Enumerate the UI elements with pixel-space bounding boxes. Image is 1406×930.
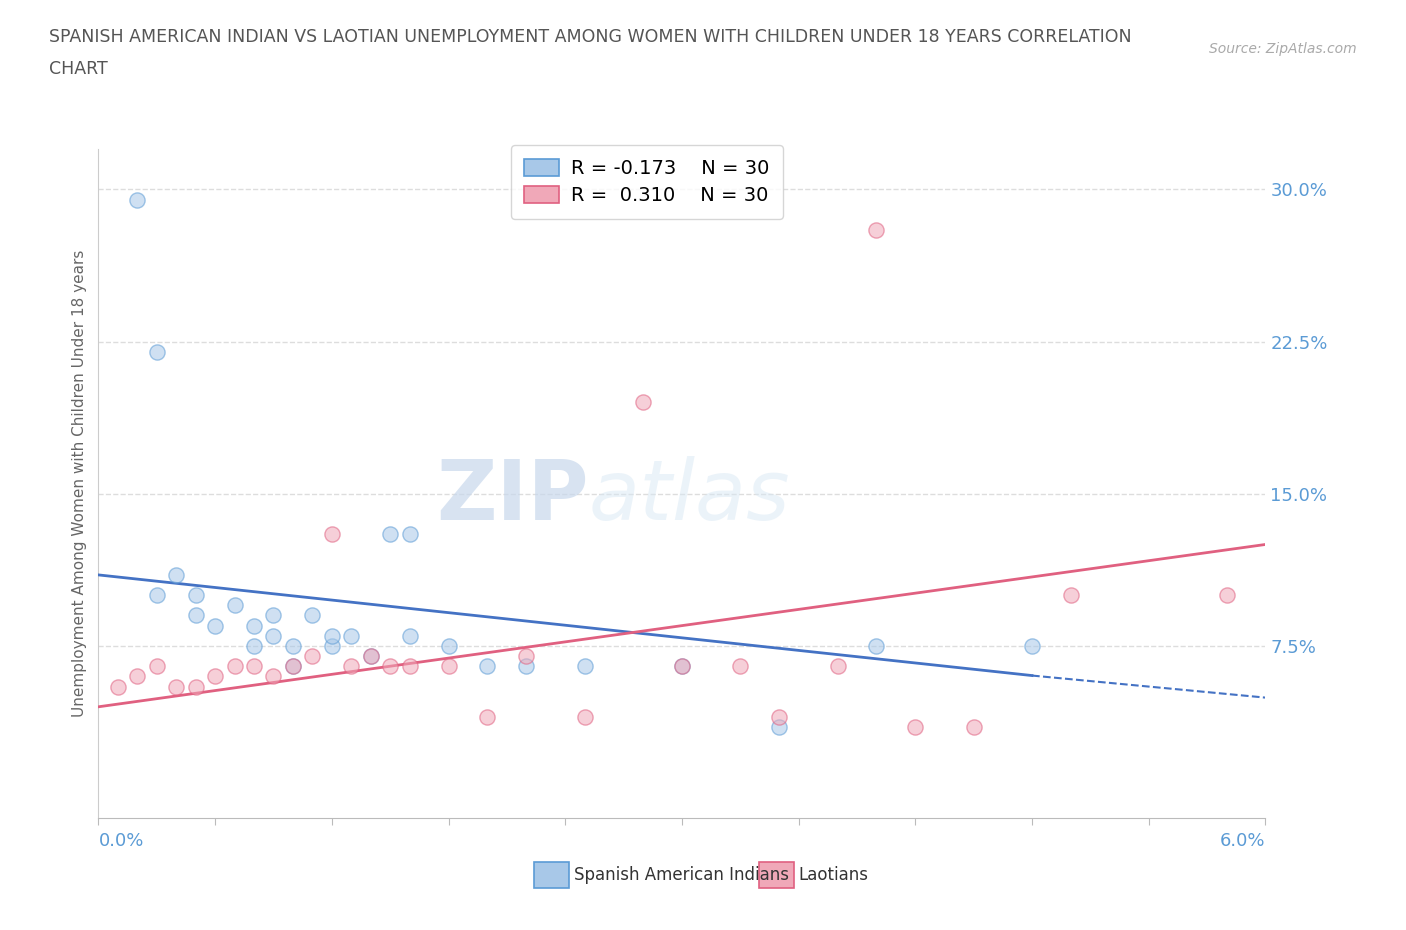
Point [281, 658, 304, 673]
Text: 0.0%: 0.0% [98, 832, 143, 850]
Point [184, 608, 207, 623]
Point [321, 629, 343, 644]
Point [243, 639, 266, 654]
Point [574, 710, 596, 724]
Point [107, 679, 129, 694]
Point [398, 527, 420, 542]
Point [437, 658, 460, 673]
Point [281, 658, 304, 673]
Text: CHART: CHART [49, 60, 108, 78]
Point [515, 648, 537, 663]
Point [574, 658, 596, 673]
Point [398, 658, 420, 673]
Point [827, 658, 849, 673]
Point [165, 679, 187, 694]
Point [477, 658, 499, 673]
Point [262, 608, 284, 623]
Point [340, 629, 363, 644]
Point [437, 639, 460, 654]
Point [398, 629, 420, 644]
Point [515, 658, 537, 673]
Point [378, 527, 402, 542]
Text: SPANISH AMERICAN INDIAN VS LAOTIAN UNEMPLOYMENT AMONG WOMEN WITH CHILDREN UNDER : SPANISH AMERICAN INDIAN VS LAOTIAN UNEMP… [49, 28, 1132, 46]
Point [671, 658, 693, 673]
Point [262, 629, 284, 644]
Point [127, 193, 149, 207]
Text: Spanish American Indians: Spanish American Indians [574, 866, 789, 884]
Point [224, 658, 246, 673]
Point [281, 639, 304, 654]
Point [301, 608, 323, 623]
Point [146, 588, 169, 603]
Text: 6.0%: 6.0% [1220, 832, 1265, 850]
Text: Source: ZipAtlas.com: Source: ZipAtlas.com [1209, 42, 1357, 56]
Point [204, 669, 226, 684]
Point [146, 344, 169, 359]
Point [301, 648, 323, 663]
Point [865, 222, 887, 237]
Point [243, 618, 266, 633]
Point [768, 710, 790, 724]
Point [321, 639, 343, 654]
Y-axis label: Unemployment Among Women with Children Under 18 years: Unemployment Among Women with Children U… [72, 250, 87, 717]
Point [477, 710, 499, 724]
Point [243, 658, 266, 673]
Point [184, 679, 207, 694]
Point [360, 648, 382, 663]
Point [1021, 639, 1043, 654]
Point [631, 395, 654, 410]
Legend: R = -0.173    N = 30, R =  0.310    N = 30: R = -0.173 N = 30, R = 0.310 N = 30 [510, 145, 783, 219]
Point [127, 669, 149, 684]
Point [865, 639, 887, 654]
Point [321, 527, 343, 542]
Point [962, 720, 984, 735]
Point [165, 567, 187, 582]
Point [146, 658, 169, 673]
Point [671, 658, 693, 673]
Point [184, 588, 207, 603]
Point [204, 618, 226, 633]
Point [262, 669, 284, 684]
Text: atlas: atlas [589, 457, 790, 538]
Text: Laotians: Laotians [799, 866, 869, 884]
Point [904, 720, 927, 735]
Point [1215, 588, 1237, 603]
Point [378, 658, 402, 673]
Point [340, 658, 363, 673]
Point [1060, 588, 1083, 603]
Point [360, 648, 382, 663]
Point [730, 658, 752, 673]
Point [768, 720, 790, 735]
Point [224, 598, 246, 613]
Text: ZIP: ZIP [436, 457, 589, 538]
